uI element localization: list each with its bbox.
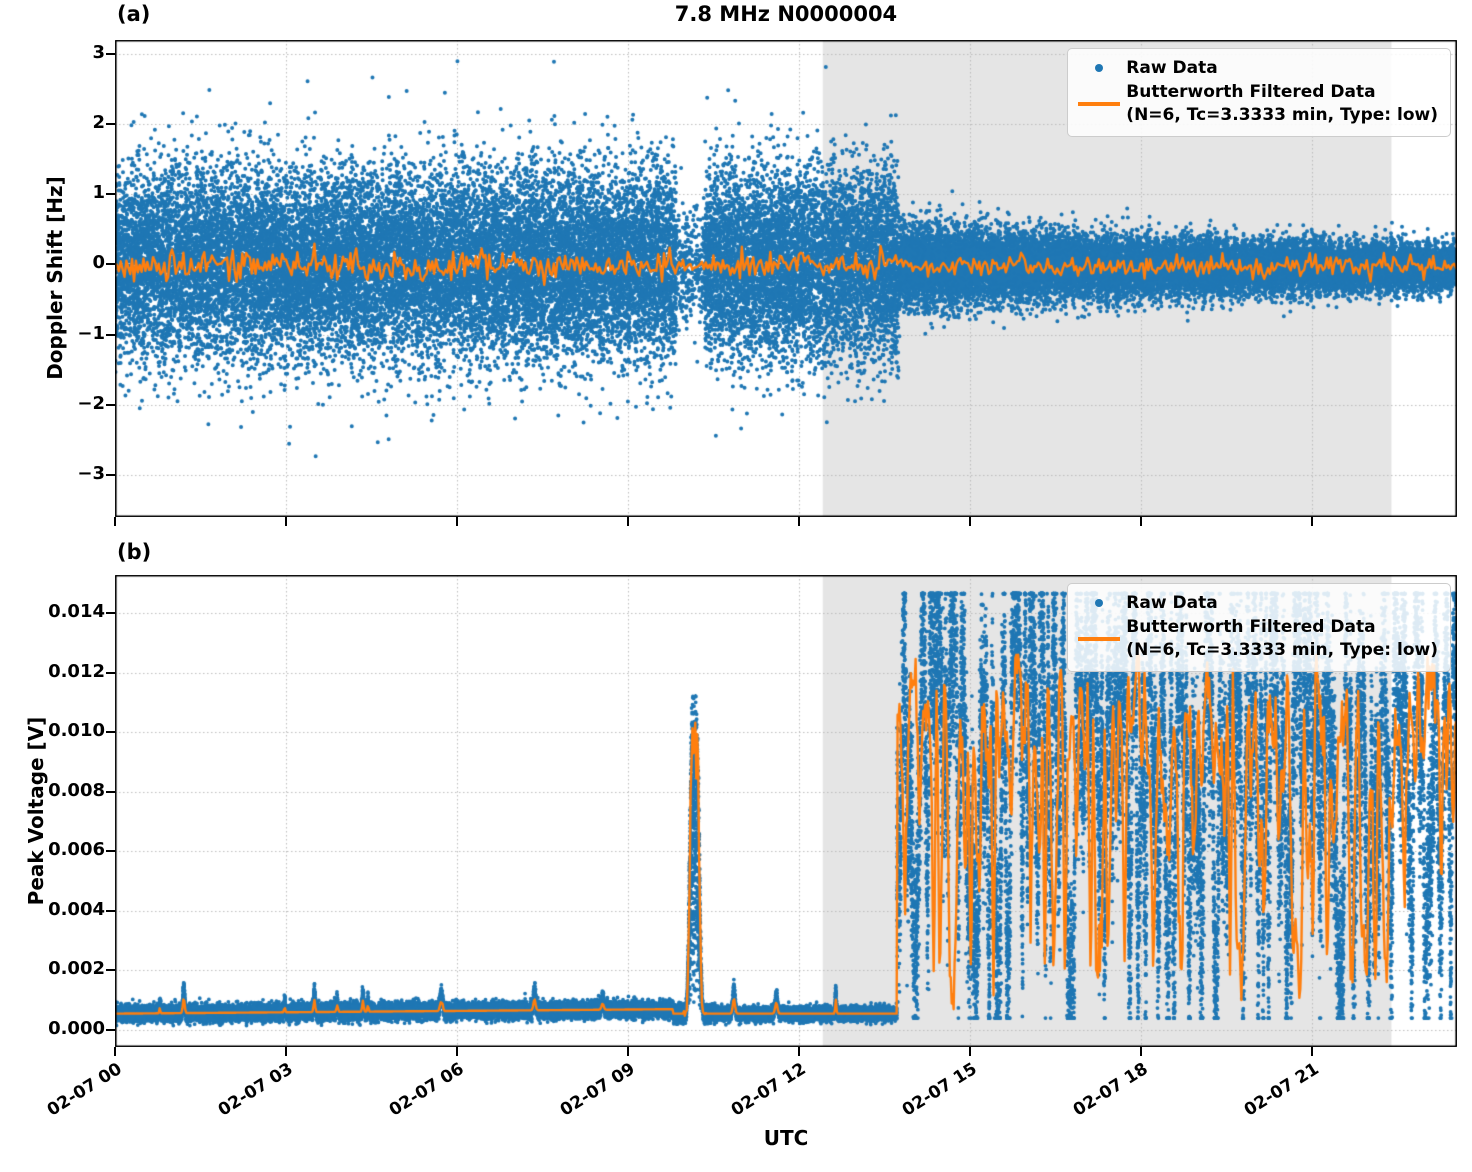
y-tick-label: 0.006 xyxy=(48,839,105,860)
x-tick-mark xyxy=(456,517,458,526)
panel-b-tag: (b) xyxy=(117,540,152,564)
legend-b-filtered-line1: Butterworth Filtered Data xyxy=(1126,617,1376,638)
x-tick-mark xyxy=(1140,517,1142,526)
y-tick-mark xyxy=(106,474,115,476)
y-tick-mark xyxy=(106,850,115,852)
peak-voltage-plot: Raw Data Butterworth Filtered Data (N=6,… xyxy=(115,575,1457,1047)
filtered-line-marker-icon xyxy=(1072,637,1126,641)
legend-a-filtered-label: Butterworth Filtered Data (N=6, Tc=3.333… xyxy=(1126,81,1438,126)
legend-b-filtered-label: Butterworth Filtered Data (N=6, Tc=3.333… xyxy=(1126,616,1438,661)
x-tick-mark xyxy=(1140,1047,1142,1056)
legend-b-filtered-row: Butterworth Filtered Data (N=6, Tc=3.333… xyxy=(1072,616,1438,661)
y-tick-label: 2 xyxy=(92,112,105,133)
y-tick-mark xyxy=(106,334,115,336)
y-tick-label: −3 xyxy=(77,463,105,484)
y-tick-mark xyxy=(106,731,115,733)
x-tick-mark xyxy=(285,517,287,526)
legend-a: Raw Data Butterworth Filtered Data (N=6,… xyxy=(1067,48,1451,138)
legend-b: Raw Data Butterworth Filtered Data (N=6,… xyxy=(1067,583,1451,673)
y-tick-mark xyxy=(106,791,115,793)
x-tick-mark xyxy=(798,517,800,526)
y-tick-mark xyxy=(106,263,115,265)
y-tick-mark xyxy=(106,53,115,55)
legend-b-raw-label: Raw Data xyxy=(1126,593,1218,613)
y-tick-mark xyxy=(106,969,115,971)
y-tick-mark xyxy=(106,123,115,125)
y-tick-label: 0.004 xyxy=(48,899,105,920)
y-tick-label: 0 xyxy=(92,252,105,273)
y-tick-mark xyxy=(106,1029,115,1031)
chart-title: 7.8 MHz N0000004 xyxy=(674,2,898,26)
x-tick-mark xyxy=(1311,1047,1313,1056)
y-tick-label: 0.010 xyxy=(48,720,105,741)
y-tick-mark xyxy=(106,672,115,674)
legend-b-raw-row: Raw Data xyxy=(1072,592,1438,614)
y-tick-label: 0.012 xyxy=(48,661,105,682)
legend-a-raw-label: Raw Data xyxy=(1126,58,1218,78)
legend-a-raw-row: Raw Data xyxy=(1072,57,1438,79)
x-tick-label: 02-07 00 xyxy=(43,1059,126,1121)
x-tick-mark xyxy=(456,1047,458,1056)
y-tick-label: −2 xyxy=(77,393,105,414)
filtered-line-marker-icon xyxy=(1072,102,1126,106)
y-tick-mark xyxy=(106,910,115,912)
raw-data-marker-icon xyxy=(1072,64,1126,73)
panel-a-tag: (a) xyxy=(117,2,151,26)
y-tick-label: −1 xyxy=(77,323,105,344)
x-tick-mark xyxy=(285,1047,287,1056)
legend-a-filtered-line1: Butterworth Filtered Data xyxy=(1126,82,1376,103)
y-axis-label-voltage: Peak Voltage [V] xyxy=(24,716,48,906)
y-tick-label: 3 xyxy=(92,42,105,63)
legend-a-filtered-line2: (N=6, Tc=3.3333 min, Type: low) xyxy=(1126,104,1438,125)
x-tick-mark xyxy=(627,1047,629,1056)
legend-b-filtered-line2: (N=6, Tc=3.3333 min, Type: low) xyxy=(1126,639,1438,660)
y-tick-mark xyxy=(106,404,115,406)
y-tick-label: 0.014 xyxy=(48,601,105,622)
x-axis-label-utc: UTC xyxy=(763,1126,809,1150)
y-tick-label: 0.008 xyxy=(48,780,105,801)
x-tick-mark xyxy=(1311,517,1313,526)
y-tick-mark xyxy=(106,612,115,614)
legend-a-filtered-row: Butterworth Filtered Data (N=6, Tc=3.333… xyxy=(1072,81,1438,126)
x-tick-mark xyxy=(114,1047,116,1056)
x-tick-mark xyxy=(969,1047,971,1056)
x-tick-mark xyxy=(627,517,629,526)
y-tick-mark xyxy=(106,193,115,195)
x-tick-mark xyxy=(798,1047,800,1056)
y-tick-label: 0.000 xyxy=(48,1018,105,1039)
x-tick-mark xyxy=(969,517,971,526)
raw-data-marker-icon xyxy=(1072,599,1126,608)
y-tick-label: 1 xyxy=(92,182,105,203)
doppler-shift-plot: Raw Data Butterworth Filtered Data (N=6,… xyxy=(115,40,1457,517)
x-tick-mark xyxy=(114,517,116,526)
y-tick-label: 0.002 xyxy=(48,958,105,979)
y-axis-label-doppler: Doppler Shift [Hz] xyxy=(43,176,67,380)
